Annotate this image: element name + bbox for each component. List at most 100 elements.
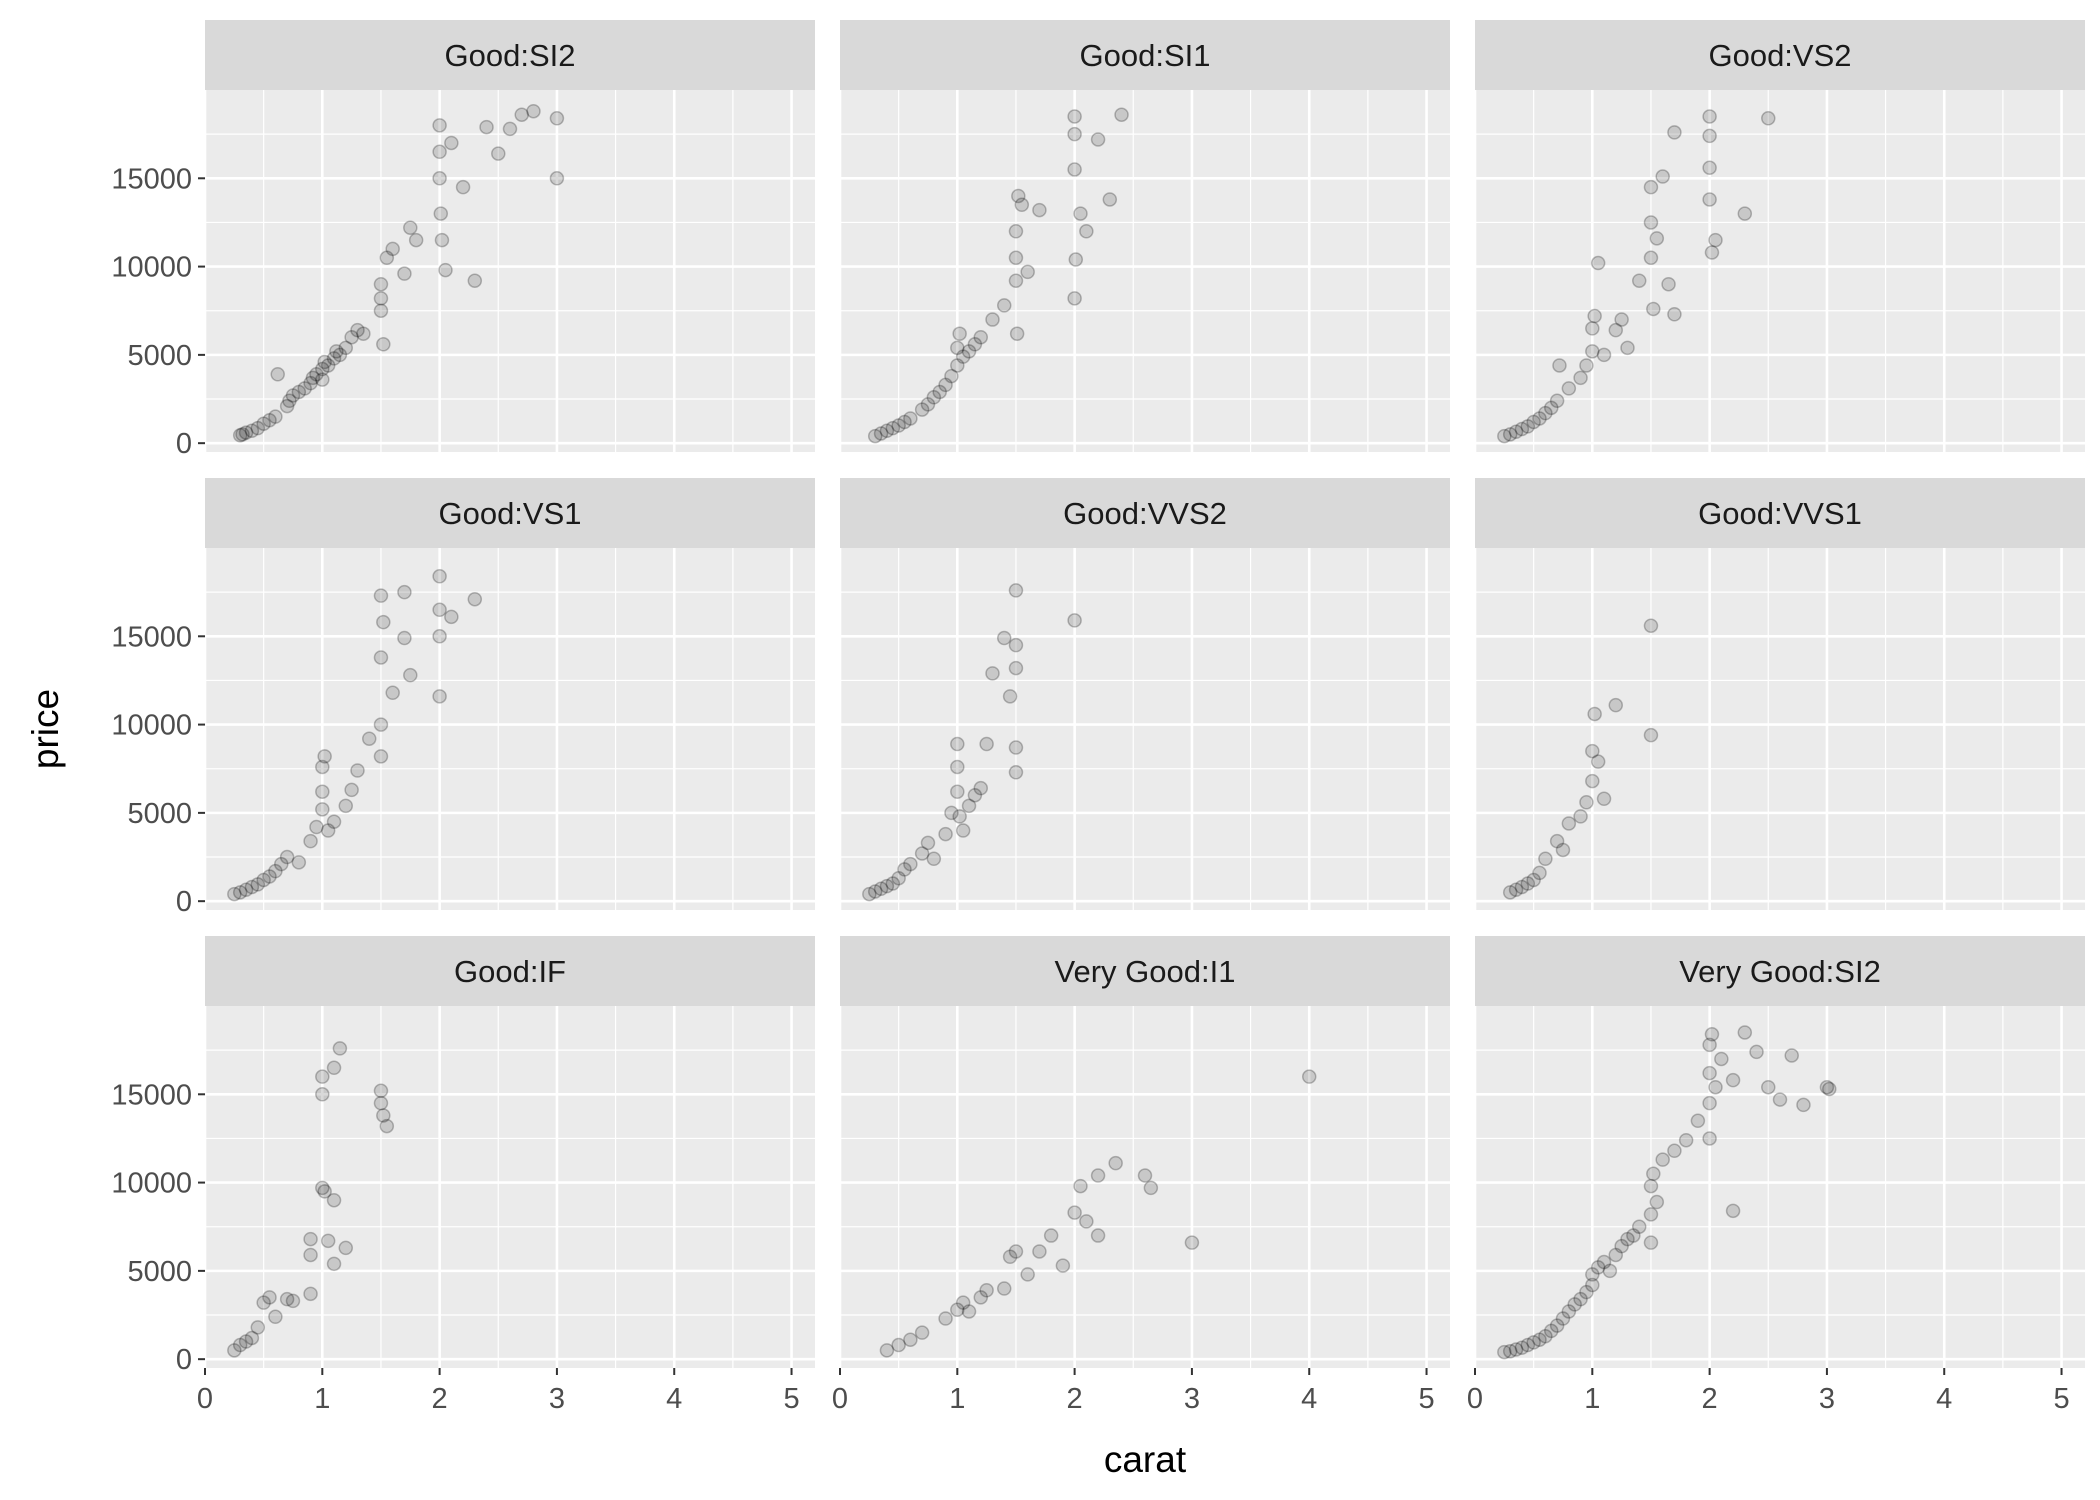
- data-point: [373, 1095, 389, 1111]
- data-point: [885, 876, 901, 891]
- data-point: [526, 103, 541, 119]
- panel-background: [1475, 90, 2085, 452]
- data-point: [1032, 202, 1047, 218]
- data-point: [250, 877, 266, 892]
- data-point: [232, 427, 248, 443]
- y-tick-label: 0: [176, 886, 192, 918]
- data-point: [1008, 273, 1024, 288]
- y-tick-label: 10000: [111, 710, 192, 742]
- data-point: [1590, 255, 1606, 271]
- data-point: [444, 609, 459, 625]
- data-point: [1702, 109, 1717, 124]
- data-point: [1020, 1267, 1035, 1282]
- data-point: [1008, 660, 1024, 676]
- data-point: [1725, 1203, 1741, 1219]
- data-point: [373, 717, 389, 732]
- data-point: [279, 1291, 295, 1307]
- data-point: [950, 340, 965, 356]
- data-point: [344, 782, 359, 798]
- data-point: [1011, 188, 1026, 204]
- data-point: [1073, 1178, 1088, 1194]
- data-point: [1704, 1027, 1720, 1042]
- panel-background: [840, 90, 1450, 452]
- facet-panel-3: Good:VS2: [1473, 20, 2085, 452]
- data-point: [996, 630, 1012, 646]
- data-point: [1579, 1284, 1594, 1300]
- data-point: [1184, 1235, 1200, 1250]
- data-point: [373, 650, 389, 665]
- data-point: [973, 1290, 989, 1305]
- facet-panel-9: Very Good:SI2 0 1 2 3 4 5: [1467, 936, 2085, 1415]
- data-point: [379, 250, 395, 266]
- data-point: [309, 819, 324, 835]
- y-tick-label: 10000: [111, 252, 192, 284]
- facet-strip: [840, 478, 1450, 548]
- data-point: [891, 418, 906, 433]
- data-point: [432, 629, 447, 644]
- data-point: [1538, 405, 1553, 421]
- data-point: [879, 878, 895, 894]
- data-point: [315, 802, 330, 817]
- data-point: [549, 171, 565, 186]
- data-point: [1552, 358, 1567, 373]
- data-point: [1631, 273, 1647, 288]
- data-point: [1514, 1340, 1530, 1355]
- data-point: [303, 1231, 318, 1247]
- data-point: [1055, 1258, 1071, 1273]
- data-point: [432, 689, 447, 704]
- data-point: [1502, 885, 1518, 900]
- data-point: [317, 354, 332, 370]
- data-point: [1508, 882, 1524, 897]
- facet-strip-title: Very Good:SI2: [1679, 954, 1881, 989]
- data-point: [232, 885, 248, 900]
- data-point: [961, 344, 977, 359]
- data-point: [1631, 1219, 1647, 1234]
- data-point: [373, 749, 389, 764]
- data-point: [955, 349, 971, 364]
- data-point: [1067, 162, 1082, 177]
- data-point: [1708, 1079, 1723, 1095]
- data-point: [1108, 1155, 1123, 1171]
- facet-panel-4: Good:VS1 0 5000 10000 15000: [111, 478, 815, 918]
- data-point: [1643, 250, 1659, 266]
- data-point: [1532, 411, 1547, 426]
- data-point: [376, 1108, 391, 1123]
- data-point: [1649, 1194, 1665, 1210]
- data-point: [373, 276, 389, 292]
- data-point: [262, 869, 277, 884]
- data-point: [1549, 833, 1565, 849]
- data-point: [432, 569, 447, 584]
- data-point: [282, 393, 297, 409]
- data-point: [344, 329, 359, 345]
- data-point: [434, 232, 450, 248]
- data-point: [1067, 126, 1082, 142]
- data-point: [303, 1247, 318, 1263]
- data-point: [1702, 1095, 1717, 1111]
- data-point: [1102, 192, 1118, 207]
- data-point: [1008, 583, 1024, 598]
- facet-panel-2: Good:SI1: [838, 20, 1450, 452]
- panel-background: [840, 548, 1450, 910]
- y-axis-title: price: [25, 689, 66, 769]
- y-tick-label: 5000: [127, 340, 192, 372]
- data-point: [385, 241, 400, 257]
- data-point: [1137, 1168, 1153, 1183]
- data-point: [303, 833, 318, 849]
- data-point: [250, 1320, 266, 1335]
- data-point: [256, 872, 271, 888]
- facet-strip-title: Very Good:I1: [1055, 954, 1236, 989]
- data-point: [1008, 740, 1024, 755]
- data-point: [1643, 1178, 1659, 1194]
- data-point: [967, 337, 983, 352]
- data-point: [232, 1337, 248, 1353]
- data-point: [315, 1180, 330, 1196]
- data-point: [338, 798, 354, 814]
- data-point: [985, 312, 1000, 327]
- data-point: [926, 390, 942, 405]
- data-point: [1702, 160, 1717, 175]
- data-point: [891, 870, 906, 886]
- data-point: [914, 846, 930, 861]
- data-point: [244, 1330, 260, 1346]
- data-point: [444, 135, 459, 151]
- facet-strip-title: Good:VVS2: [1063, 496, 1227, 531]
